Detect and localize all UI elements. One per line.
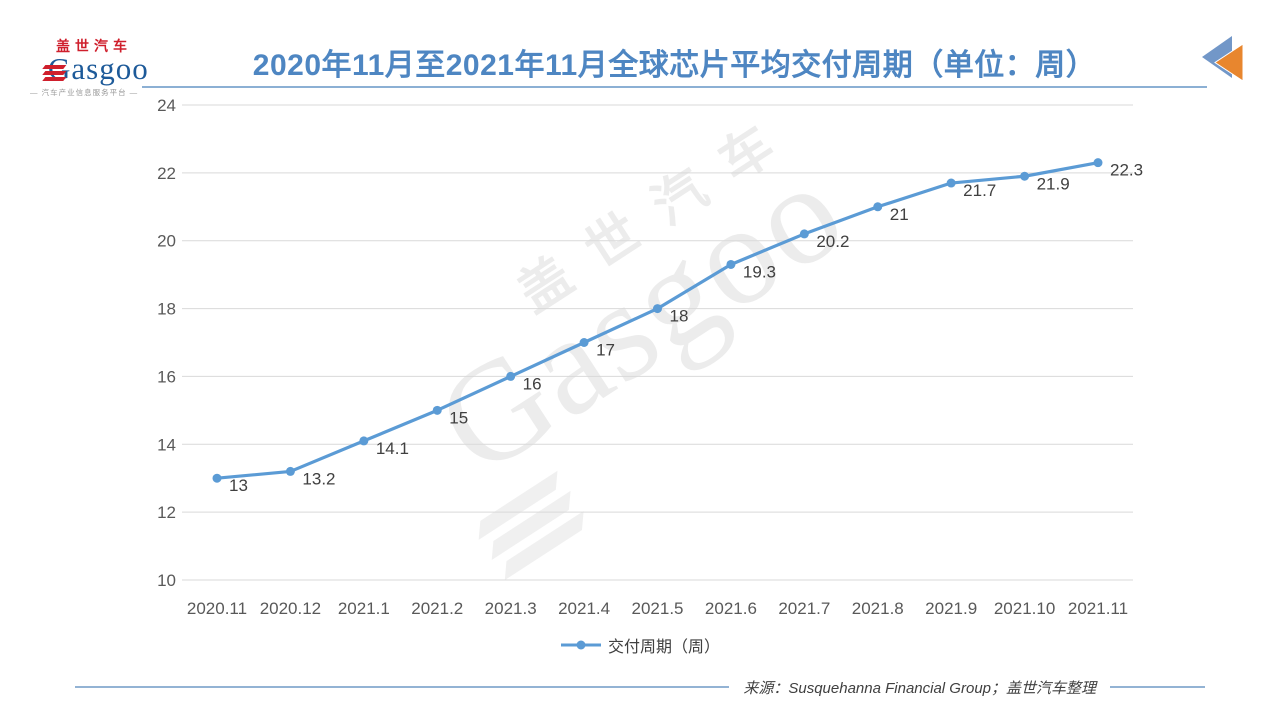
y-axis-label: 10 (157, 571, 176, 590)
data-point (946, 178, 956, 188)
x-axis-label: 2021.5 (632, 599, 684, 618)
x-axis-label: 2021.1 (338, 599, 390, 618)
data-point-label: 15 (449, 408, 468, 427)
logo-wordmark: Gasgoo (42, 53, 180, 84)
data-point (799, 229, 809, 239)
data-point-label: 19.3 (743, 262, 776, 281)
data-point-label: 17 (596, 341, 615, 360)
legend-label: 交付周期（周） (607, 639, 720, 656)
x-axis-label: 2021.4 (558, 599, 610, 618)
y-axis-label: 24 (157, 96, 176, 115)
data-point-label: 13.2 (302, 469, 335, 488)
legend-line-marker-icon (560, 640, 601, 650)
source-text: 来源：Susquehanna Financial Group；盖世汽车整理 (743, 679, 1096, 697)
y-axis-label: 20 (157, 232, 176, 251)
x-axis-label: 2021.11 (1068, 599, 1128, 618)
y-axis-label: 14 (157, 435, 176, 454)
data-point-label: 20.2 (816, 232, 849, 251)
data-point-label: 21.9 (1037, 174, 1070, 193)
gasgoo-logo: 盖世汽车 Gasgoo — 汽车产业信息服务平台 — (30, 36, 180, 98)
x-axis-label: 2021.2 (411, 599, 463, 618)
chart-line (215, 161, 1100, 480)
data-point (1093, 158, 1103, 168)
data-point-label: 21.7 (963, 181, 996, 200)
x-axis-label: 2021.10 (994, 599, 1055, 618)
x-axis-label: 2020.11 (187, 599, 247, 618)
chart-title: 2020年11月至2021年11月全球芯片平均交付周期（单位：周） (252, 49, 1097, 82)
x-axis-label: 2021.9 (925, 599, 977, 618)
data-point-label: 21 (890, 205, 909, 224)
y-axis-label: 22 (157, 164, 176, 183)
data-point (653, 304, 662, 314)
data-point-label: 22.3 (1110, 161, 1143, 180)
data-point-label: 16 (523, 374, 542, 393)
data-point-label: 14.1 (376, 439, 409, 458)
logo-brand-cn: 盖世汽车 (56, 38, 132, 54)
x-axis-label: 2021.3 (485, 599, 537, 618)
x-axis-label: 2020.12 (260, 599, 321, 618)
data-point (432, 405, 442, 415)
data-point (726, 259, 736, 269)
y-axis-label: 18 (157, 300, 176, 319)
data-point (579, 338, 589, 347)
data-point (506, 371, 516, 381)
chart-legend: 交付周期（周） (0, 633, 1280, 657)
logo-tagline: — 汽车产业信息服务平台 — (30, 88, 139, 97)
data-point (359, 436, 369, 446)
data-point (212, 473, 222, 483)
double-triangle-left-icon (1202, 36, 1244, 82)
data-point (285, 466, 295, 476)
data-point-label: 13 (229, 476, 248, 495)
title-underline (142, 86, 1207, 88)
footer-divider-left (75, 686, 730, 688)
data-point (873, 202, 883, 212)
footer: 来源：Susquehanna Financial Group；盖世汽车整理 (75, 678, 1205, 697)
x-axis-label: 2021.7 (778, 599, 830, 618)
data-point (1020, 171, 1030, 181)
y-axis-label: 16 (157, 367, 176, 386)
data-point-label: 18 (670, 307, 689, 326)
x-axis-label: 2021.8 (852, 599, 904, 618)
x-axis-label: 2021.6 (705, 599, 757, 618)
y-axis-label: 12 (157, 503, 176, 522)
footer-divider-right (1110, 686, 1205, 688)
